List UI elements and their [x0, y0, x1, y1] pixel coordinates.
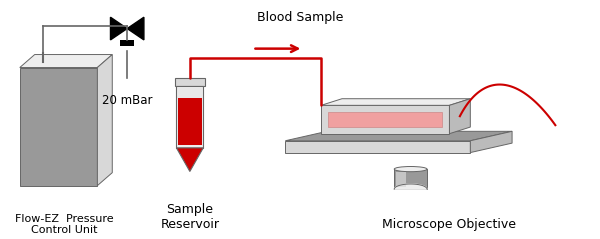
Text: Sample
Reservoir: Sample Reservoir	[160, 202, 220, 231]
Polygon shape	[321, 105, 449, 134]
Bar	[178, 87, 202, 98]
Polygon shape	[20, 54, 112, 68]
Polygon shape	[110, 17, 127, 40]
Polygon shape	[20, 68, 97, 186]
Polygon shape	[286, 131, 512, 141]
Polygon shape	[176, 148, 203, 171]
Bar	[176, 87, 203, 148]
Polygon shape	[470, 131, 512, 152]
Polygon shape	[394, 184, 427, 189]
Bar	[328, 112, 442, 127]
Bar	[396, 172, 406, 187]
Polygon shape	[175, 78, 205, 87]
Text: Blood Sample: Blood Sample	[257, 11, 343, 24]
Text: Flow-EZ  Pressure
Control Unit: Flow-EZ Pressure Control Unit	[15, 214, 114, 235]
Bar	[120, 40, 134, 46]
Polygon shape	[449, 99, 470, 134]
Bar	[394, 169, 427, 189]
Polygon shape	[321, 99, 470, 105]
Polygon shape	[127, 17, 144, 40]
Polygon shape	[97, 54, 112, 186]
Ellipse shape	[394, 167, 427, 172]
Polygon shape	[286, 141, 470, 152]
Text: 20 mBar: 20 mBar	[102, 94, 152, 107]
Text: Microscope Objective: Microscope Objective	[382, 217, 517, 231]
Bar	[178, 98, 202, 146]
